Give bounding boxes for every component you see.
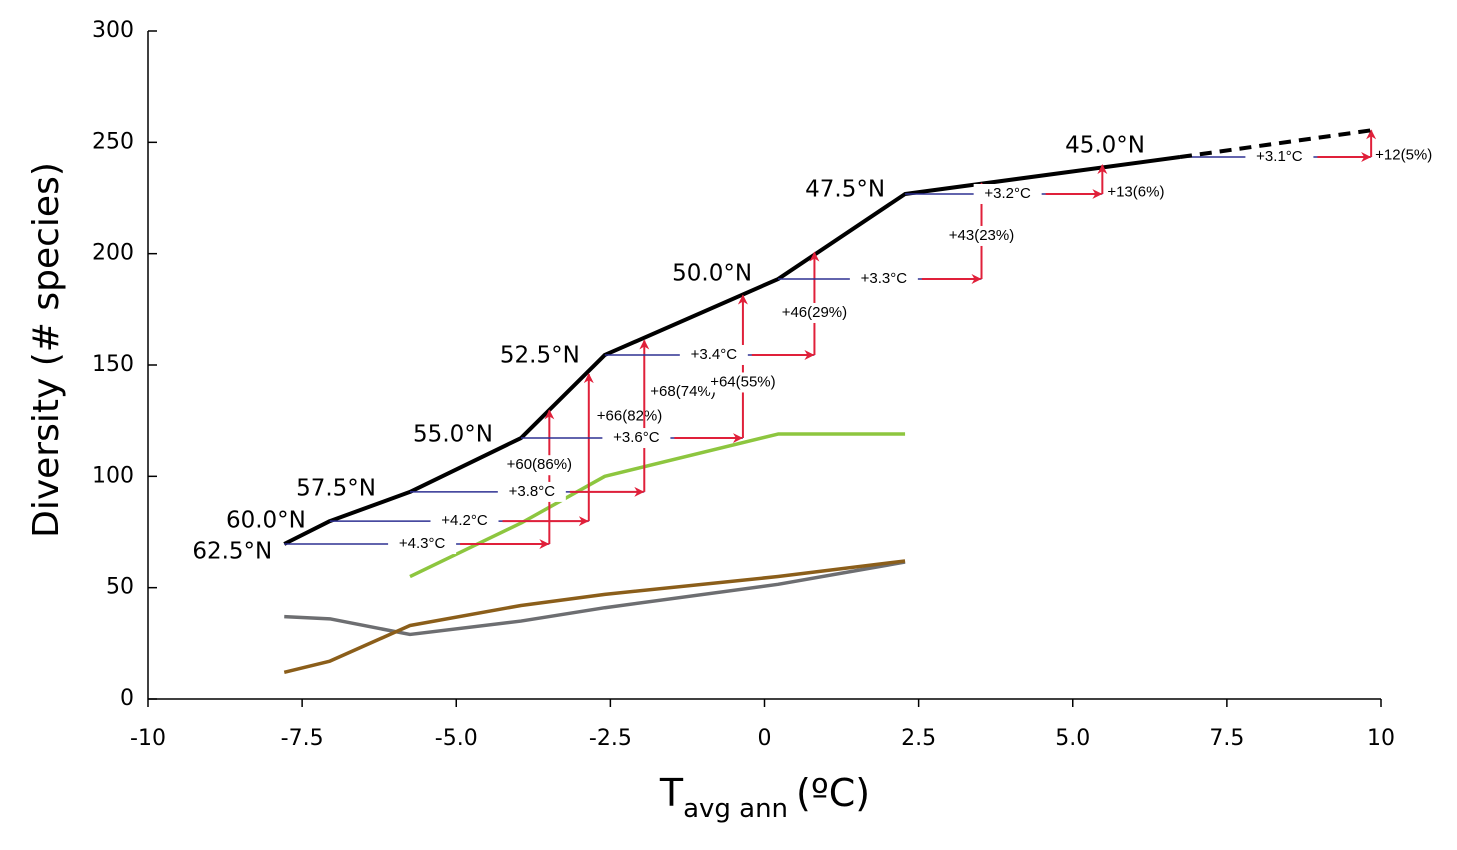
x-axis-label: Tavg ann (ºC) bbox=[659, 771, 870, 824]
x-label-sub: avg ann bbox=[683, 794, 788, 824]
shift-dt-label: +4.2°C bbox=[441, 512, 488, 529]
shift-dd-label: +66(82%) bbox=[597, 408, 662, 425]
label-bg bbox=[945, 225, 1018, 246]
shift-dt-label: +4.3°C bbox=[399, 535, 446, 552]
shift-dt-label: +3.3°C bbox=[861, 270, 908, 287]
label-bg bbox=[388, 534, 457, 555]
x-tick-label: -10 bbox=[130, 726, 166, 751]
y-axis-label: Diversity (# species) bbox=[26, 162, 67, 538]
y-tick-label: 100 bbox=[92, 463, 134, 488]
x-label-unit: (ºC) bbox=[796, 771, 870, 815]
series-line bbox=[283, 559, 906, 674]
shift-dd-label: +13(6%) bbox=[1107, 184, 1164, 201]
latitude-label: 50.0°N bbox=[672, 261, 752, 287]
series-line bbox=[409, 432, 906, 579]
latitude-label: 47.5°N bbox=[805, 176, 885, 202]
y-tick-label: 200 bbox=[92, 241, 134, 266]
shift-dd-label: +60(86%) bbox=[507, 456, 572, 473]
shift-dt-label: +3.1°C bbox=[1256, 148, 1303, 165]
x-tick-label: -5.0 bbox=[435, 726, 478, 751]
label-bg bbox=[679, 344, 748, 365]
shift-dt-label: +3.8°C bbox=[509, 483, 556, 500]
y-tick-label: 0 bbox=[120, 686, 134, 711]
latitude-label: 57.5°N bbox=[296, 475, 376, 501]
y-tick-label: 50 bbox=[106, 575, 134, 600]
x-tick-label: 10 bbox=[1367, 726, 1395, 751]
projection-line bbox=[1179, 128, 1372, 160]
label-bg bbox=[973, 183, 1042, 204]
y-tick-label: 150 bbox=[92, 352, 134, 377]
series-line bbox=[284, 560, 906, 637]
label-bg bbox=[849, 269, 918, 290]
shift-dd-label: +68(74%) bbox=[650, 383, 715, 400]
shift-dt-label: +3.2°C bbox=[984, 185, 1031, 202]
x-tick-label: 7.5 bbox=[1209, 726, 1244, 751]
shift-dd-label: +43(23%) bbox=[949, 227, 1014, 244]
y-tick-label: 300 bbox=[92, 18, 134, 43]
shift-dd-label: +12(5%) bbox=[1375, 147, 1432, 164]
label-bg bbox=[503, 455, 576, 476]
label-bg bbox=[706, 372, 779, 393]
x-tick-label: -7.5 bbox=[281, 726, 324, 751]
latitude-label: 45.0°N bbox=[1065, 133, 1145, 159]
series-line bbox=[283, 155, 1181, 546]
y-tick-label: 250 bbox=[92, 129, 134, 154]
label-bg bbox=[778, 302, 851, 323]
latitude-label: 52.5°N bbox=[500, 342, 580, 368]
x-tick-label: 0 bbox=[758, 726, 772, 751]
label-bg bbox=[1245, 147, 1314, 168]
shift-dd-label: +64(55%) bbox=[710, 373, 775, 390]
shift-dd-label: +46(29%) bbox=[782, 304, 847, 321]
label-bg bbox=[430, 511, 499, 532]
latitude-label: 62.5°N bbox=[192, 539, 272, 565]
shift-dt-label: +3.6°C bbox=[613, 429, 660, 446]
shift-dt-label: +3.4°C bbox=[691, 346, 738, 363]
latitude-label: 55.0°N bbox=[413, 422, 493, 448]
label-bg bbox=[602, 428, 671, 449]
label-bg bbox=[497, 481, 566, 502]
x-tick-label: 5.0 bbox=[1055, 726, 1090, 751]
x-tick-label: -2.5 bbox=[589, 726, 632, 751]
x-tick-label: 2.5 bbox=[901, 726, 936, 751]
x-label-main: T bbox=[659, 771, 684, 815]
latitude-label: 60.0°N bbox=[226, 508, 306, 534]
